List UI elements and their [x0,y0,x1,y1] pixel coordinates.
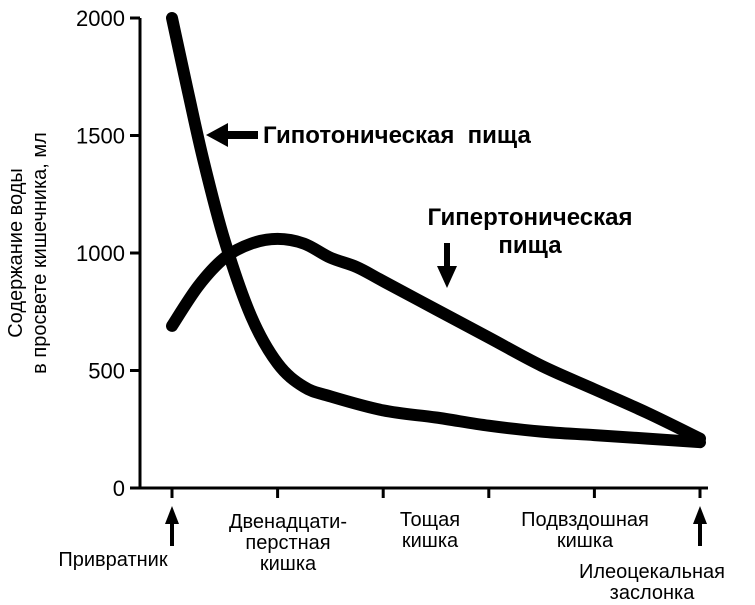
arrow-hypertonic-head [437,266,457,288]
arrow-pylorus-head [165,506,179,524]
y-tick-label: 1000 [76,241,125,266]
series-line-hypertonic [166,232,706,445]
x-ticks [170,488,702,498]
y-tick-label: 2000 [76,6,125,31]
series-label-hypertonic-line1: Гипертоническая [428,204,633,231]
x-label-ileum-line2: кишка [557,530,614,552]
y-tick-label: 1500 [76,124,125,149]
y-tick-label: 500 [88,359,125,384]
x-label-ileocecal-line2: заслонка [610,582,696,604]
y-tick-label: 0 [113,476,125,501]
x-label-pylorus: Привратник [58,549,167,571]
y-axis-label-line1: Содержание воды [5,168,27,338]
x-label-ileocecal-line1: Илеоцекальная [579,561,725,583]
series-lines [166,12,706,449]
y-axis-label-line2: в просвете кишечника, мл [29,132,51,374]
series-label-hypotonic: Гипотоническая пища [263,122,531,149]
x-label-duodenum-line2: перстная [245,532,330,554]
x-label-ileum-line1: Подвздошная [521,509,649,531]
y-ticks: 0 500 1000 1500 2000 [76,6,140,501]
x-label-duodenum-line1: Двенадцати- [229,511,347,533]
arrow-hypotonic-head [206,123,228,147]
x-label-jejunum-line2: кишка [402,530,459,552]
x-label-jejunum-line1: Тощая [400,509,460,531]
x-label-duodenum-line3: кишка [260,553,317,575]
arrow-ileocecal-valve-head [693,506,707,524]
markers [165,123,707,546]
series-line-hypotonic [166,12,706,449]
series-label-hypertonic-line2: пища [498,232,562,259]
